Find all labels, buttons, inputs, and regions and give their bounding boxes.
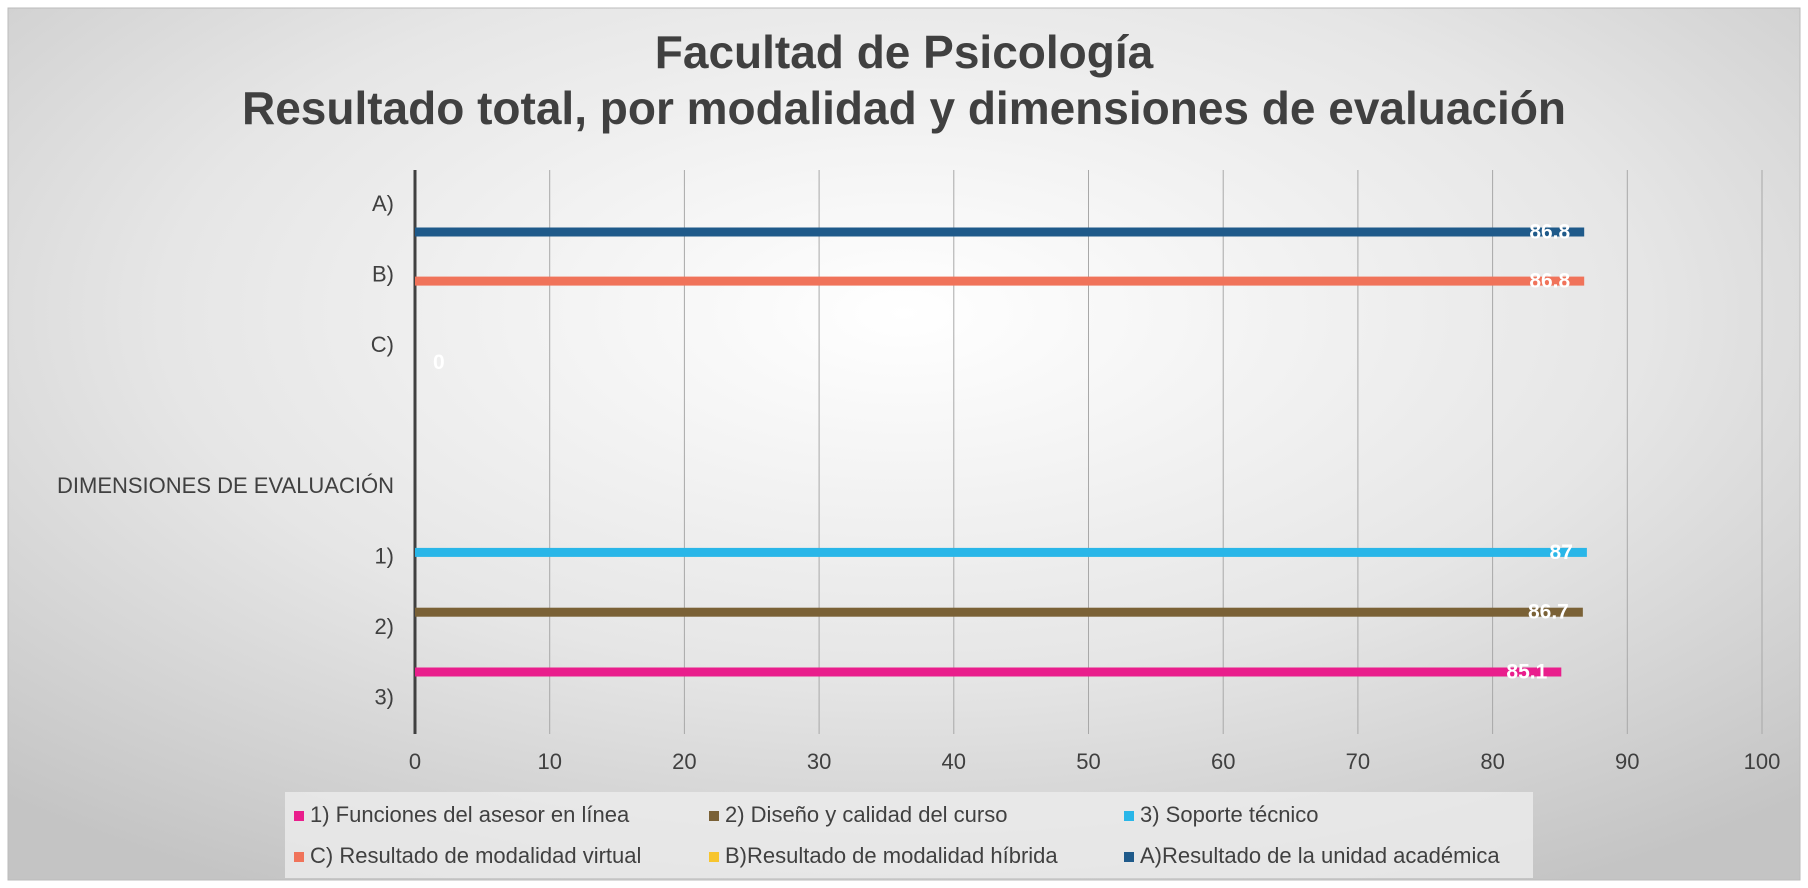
legend-label: A)Resultado de la unidad académica [1140, 843, 1500, 868]
chart-subtitle: Resultado total, por modalidad y dimensi… [242, 82, 1566, 134]
data-label: 86.8 [1529, 221, 1570, 244]
chart-title: Facultad de Psicología [655, 26, 1154, 78]
legend-label: B)Resultado de modalidad híbrida [725, 843, 1058, 868]
legend-swatch [1124, 852, 1134, 862]
legend-label: 2) Diseño y calidad del curso [725, 802, 1007, 827]
x-tick-label: 100 [1744, 749, 1781, 774]
data-label: 86.7 [1528, 601, 1569, 624]
bar [415, 276, 1585, 286]
x-tick-label: 30 [807, 749, 831, 774]
y-tick-label: B) [372, 262, 394, 287]
legend-label: 3) Soporte técnico [1140, 802, 1319, 827]
data-label: 86.8 [1529, 270, 1570, 293]
x-tick-label: 20 [672, 749, 696, 774]
legend-label: C) Resultado de modalidad virtual [310, 843, 641, 868]
y-tick-label: 2) [374, 614, 394, 639]
legend-label: 1) Funciones del asesor en línea [310, 802, 630, 827]
legend-swatch [294, 811, 304, 821]
y-tick-label: 3) [374, 685, 394, 710]
data-label: 0 [433, 351, 445, 374]
x-tick-label: 40 [942, 749, 966, 774]
legend-swatch [709, 811, 719, 821]
legend-swatch [294, 852, 304, 862]
bar [415, 607, 1583, 617]
bar [415, 227, 1585, 237]
y-tick-label: DIMENSIONES DE EVALUACIÓN [57, 473, 394, 498]
legend-background [285, 792, 1533, 878]
bar [415, 547, 1587, 557]
x-tick-label: 70 [1346, 749, 1370, 774]
data-label: 87 [1550, 541, 1573, 564]
chart-background [7, 7, 1801, 881]
y-tick-label: C) [371, 332, 394, 357]
x-tick-label: 50 [1076, 749, 1100, 774]
x-tick-label: 0 [409, 749, 421, 774]
legend-swatch [1124, 811, 1134, 821]
x-tick-label: 60 [1211, 749, 1235, 774]
data-label: 85.1 [1506, 661, 1547, 684]
x-tick-label: 90 [1615, 749, 1639, 774]
x-tick-label: 10 [537, 749, 561, 774]
bar [415, 667, 1562, 677]
legend-swatch [709, 852, 719, 862]
x-tick-label: 80 [1480, 749, 1504, 774]
y-tick-label: A) [372, 191, 394, 216]
y-tick-label: 1) [374, 544, 394, 569]
